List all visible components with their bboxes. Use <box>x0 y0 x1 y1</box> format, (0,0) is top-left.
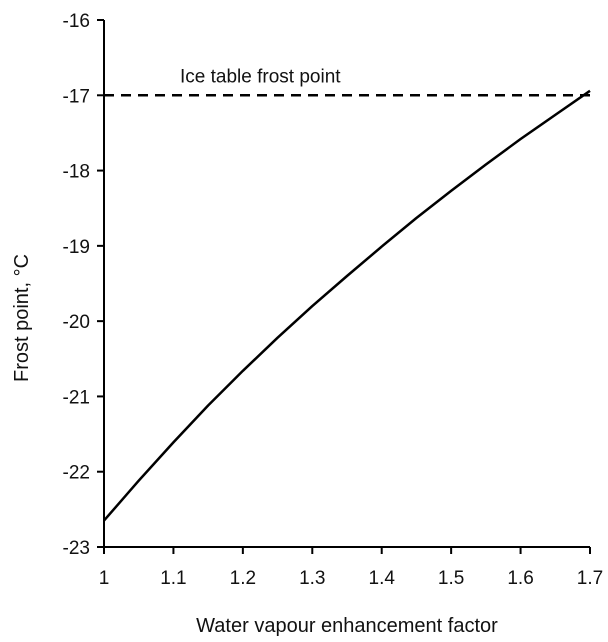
y-tick-label: -16 <box>63 11 90 32</box>
axes <box>103 20 590 548</box>
x-axis-label: Water vapour enhancement factor <box>196 615 498 637</box>
x-tick-label: 1.3 <box>299 568 325 589</box>
ticks: -16 -17 -18 -19 -20 -21 -22 -23 1 1.1 1.2 1.3 1.4 1.5… <box>63 11 604 589</box>
series-line <box>103 89 591 522</box>
y-tick-label: -19 <box>63 237 90 258</box>
y-tick-label: -17 <box>63 86 90 107</box>
y-tick-label: -18 <box>63 162 90 183</box>
y-tick-label: -23 <box>63 538 90 559</box>
x-tick-label: 1.4 <box>369 568 396 589</box>
reference-lines: Ice table frost point <box>104 66 590 97</box>
x-tick-label: 1.5 <box>438 568 464 589</box>
y-tick-label: -22 <box>63 463 90 484</box>
x-tick-label: 1.1 <box>160 568 186 589</box>
y-tick-label: -20 <box>63 312 90 333</box>
x-tick-label: 1 <box>99 568 110 589</box>
x-tick-label: 1.2 <box>230 568 256 589</box>
series <box>103 89 591 522</box>
y-tick-label: -21 <box>63 387 90 408</box>
reference-line-label: Ice table frost point <box>180 66 341 87</box>
x-tick-label: 1.7 <box>577 568 603 589</box>
x-tick-label: 1.6 <box>507 568 533 589</box>
y-axis-label: Frost point, °C <box>11 254 33 382</box>
